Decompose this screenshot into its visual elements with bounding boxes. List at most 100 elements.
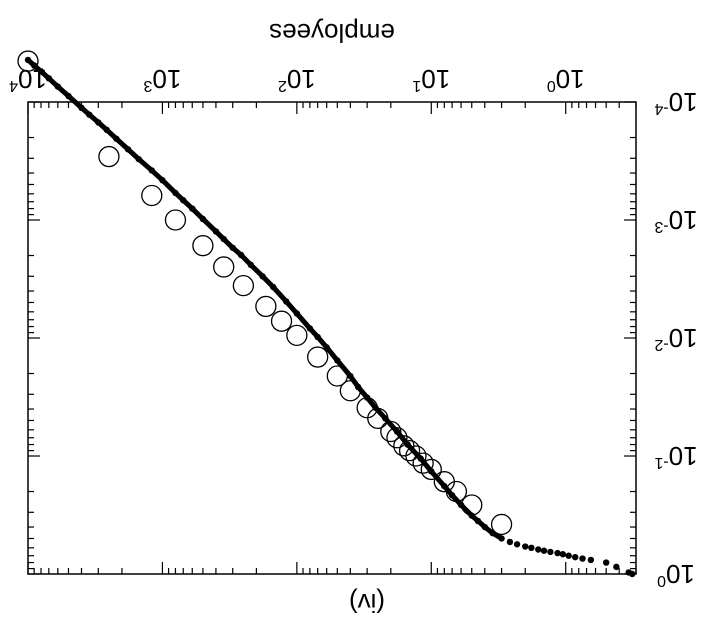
data-point: [559, 551, 567, 558]
data-point: [78, 104, 85, 112]
open-circle-point: [255, 295, 277, 318]
open-circle-point: [367, 407, 389, 430]
data-point: [259, 273, 266, 280]
open-circle-point: [307, 346, 329, 368]
data-point: [474, 517, 482, 525]
data-point: [95, 119, 102, 126]
data-point: [159, 177, 166, 184]
data-point: [180, 197, 187, 204]
data-point: [220, 235, 227, 243]
data-point: [334, 357, 341, 364]
open-circle-point: [393, 435, 415, 457]
y-tick-label: 10-3: [654, 205, 697, 235]
data-point: [306, 325, 314, 332]
data-point: [382, 415, 389, 422]
data-point: [428, 468, 435, 475]
open-circle-point: [213, 256, 235, 278]
data-point: [448, 492, 456, 499]
open-circle-point: [398, 439, 421, 462]
data-point: [135, 155, 142, 163]
open-circle-point: [286, 324, 308, 347]
data-point: [148, 167, 155, 174]
data-point: [513, 541, 521, 548]
open-circle-point: [461, 494, 483, 516]
plot-frame: [27, 101, 637, 575]
series-dense-line: [26, 58, 503, 541]
open-circle-point: [192, 235, 214, 257]
open-circle-point: [326, 365, 348, 387]
data-point: [247, 261, 255, 269]
data-point: [103, 126, 110, 133]
data-point: [535, 546, 542, 553]
x-tick-label: 100: [547, 64, 585, 94]
data-point: [547, 548, 554, 556]
data-point: [540, 547, 548, 554]
data-point: [417, 455, 424, 462]
data-point: [323, 344, 330, 351]
x-tick-label: 103: [143, 64, 181, 94]
open-circle-point: [17, 50, 39, 72]
data-point: [54, 83, 62, 90]
y-tick-label: 10-4: [654, 87, 697, 117]
data-point: [565, 552, 572, 559]
open-circle-point: [380, 420, 402, 443]
data-point: [441, 482, 448, 490]
data-point: [393, 428, 401, 435]
series-open-circles: [17, 50, 513, 536]
data-point: [613, 563, 620, 571]
data-point: [528, 544, 535, 552]
data-point: [172, 189, 179, 197]
data-point: [625, 569, 632, 576]
data-point: [212, 228, 220, 235]
data-point: [65, 92, 72, 100]
axis-ticks: [27, 101, 637, 575]
data-point: [124, 146, 132, 153]
open-circle-point: [232, 274, 255, 297]
x-tick-label: 102: [278, 64, 316, 94]
open-circle-point: [141, 184, 163, 207]
series-filled-dots: [24, 56, 636, 578]
data-point: [189, 205, 196, 212]
panel-label: (iv): [349, 588, 385, 618]
open-circle-point: [356, 397, 378, 419]
data-point: [481, 523, 488, 531]
open-circle-point: [420, 458, 442, 481]
data-point: [579, 555, 586, 562]
open-circle-point: [270, 310, 293, 332]
open-circle-point: [490, 513, 513, 536]
open-circle-point: [386, 427, 408, 449]
data-point: [522, 543, 529, 550]
data-point: [489, 529, 496, 537]
data-point: [571, 553, 579, 561]
data-point: [229, 244, 236, 251]
y-tick-labels: 100 10-1 10-2 10-3 10-4: [654, 87, 697, 589]
data-point: [498, 535, 505, 542]
open-circle-point: [412, 452, 434, 474]
y-tick-label: 10-2: [654, 323, 697, 353]
y-tick-label: 100: [657, 559, 695, 589]
data-point: [24, 56, 32, 64]
y-tick-label: 10-1: [654, 441, 697, 471]
x-tick-label: 101: [412, 64, 450, 94]
data-point: [86, 111, 93, 118]
data-point: [113, 135, 120, 142]
data-point: [37, 68, 45, 75]
open-circle-point: [433, 471, 455, 493]
data-point: [506, 538, 514, 546]
data-point: [587, 556, 595, 564]
data-point: [293, 310, 301, 317]
data-point: [554, 549, 561, 557]
open-circle-point: [339, 380, 361, 402]
data-point: [283, 298, 290, 305]
x-axis-label: employees: [269, 18, 395, 48]
data-point: [347, 372, 354, 380]
data-point: [269, 283, 277, 291]
data-point: [314, 333, 321, 341]
open-circle-point: [98, 145, 120, 168]
data-point: [602, 559, 610, 566]
open-circle-point: [164, 209, 187, 231]
